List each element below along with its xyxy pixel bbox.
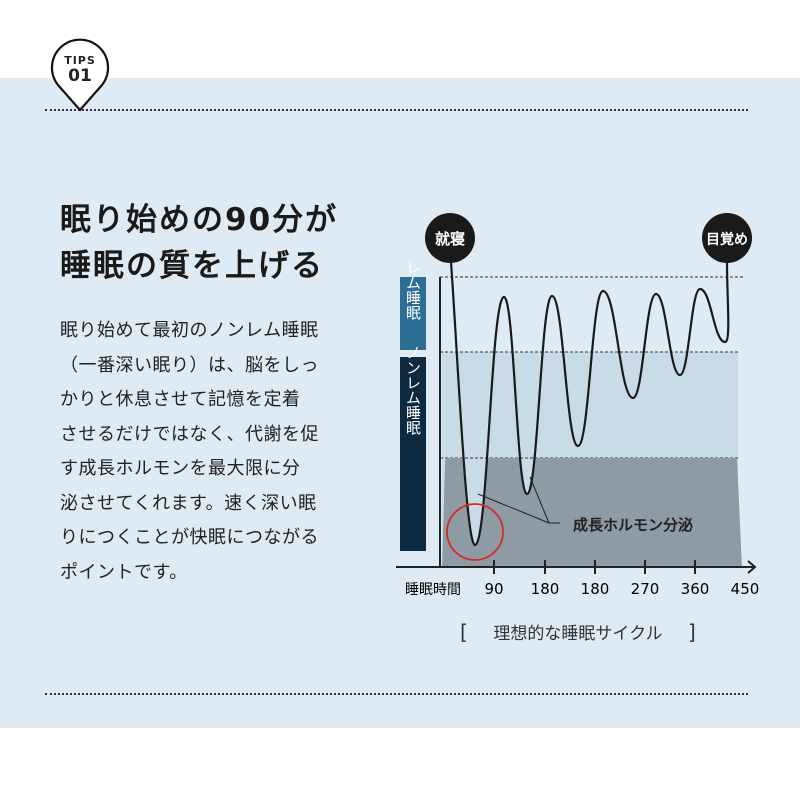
highlight-circle (446, 503, 504, 561)
body-line: 眠り始めて最初のノンレム睡眠 (60, 320, 319, 341)
bedtime-label: 就寝 (435, 230, 465, 248)
body-line: す成長ホルモンを最大限に分 (60, 458, 301, 479)
nonrem-band (400, 357, 426, 551)
x-tick-label: 270 (631, 580, 660, 598)
x-tick-label: 450 (731, 580, 760, 598)
x-axis-label: 睡眠時間 (405, 582, 461, 598)
x-tick-label: 180 (531, 580, 560, 598)
heading-line-2: 睡眠の質を上げる (60, 248, 324, 284)
body-line: かりと休息させて記憶を定着 (60, 389, 301, 410)
body-line: させるだけではなく、代謝を促 (60, 423, 319, 445)
wake-label: 目覚め (706, 231, 748, 248)
rem-label: レム睡眠 (404, 260, 422, 321)
bracket-left: [ (460, 620, 468, 644)
body-line: 泌させてくれます。速く深い眠 (60, 492, 317, 514)
bracket-right: ] (688, 620, 696, 644)
heading-line-1: 眠り始めの90分が (60, 202, 339, 238)
wake-marker (702, 213, 752, 263)
growth-hormone-fill (442, 458, 742, 568)
x-tick-label: 180 (581, 580, 610, 598)
body-line: ポイントです。 (60, 561, 188, 583)
bedtime-marker (425, 213, 475, 263)
tips-label: TIPS (64, 54, 96, 67)
sleep-curve (448, 237, 730, 547)
tips-number: 01 (68, 66, 92, 86)
x-tick-label: 360 (681, 580, 710, 598)
chart-title: 理想的な睡眠サイクル (493, 624, 662, 644)
annotation-leader (529, 476, 550, 524)
tips-pin-icon (50, 38, 110, 112)
x-axis-arrow-icon (747, 560, 757, 574)
nonrem-label: ノンレム睡眠 (404, 345, 422, 436)
body-line: （一番深い眠り）は、脳をしっ (60, 354, 319, 376)
growth-hormone-label: 成長ホルモン分泌 (573, 516, 693, 534)
body-line: りにつくことが快眠につながる (60, 527, 319, 548)
rem-band (400, 277, 426, 350)
body-text: 眠り始めて最初のノンレム睡眠 （一番深い眠り）は、脳をしっ かりと休息させて記憶… (60, 314, 380, 590)
bottom-divider (45, 693, 748, 695)
x-tick-label: 90 (484, 580, 503, 598)
top-divider (45, 109, 748, 111)
